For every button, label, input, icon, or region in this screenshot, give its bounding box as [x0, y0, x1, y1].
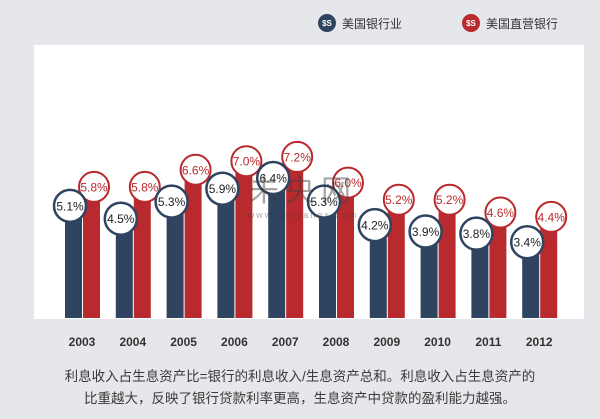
bar-banking-industry-2011 [471, 236, 489, 318]
label-bubble-banking-industry-2007 [255, 160, 291, 196]
bar-direct-banks-2005 [184, 176, 202, 318]
bar-direct-banks-2009 [387, 206, 405, 318]
bar-banking-industry-2009 [369, 228, 387, 318]
data-label-banking-industry-2004: 4.5% [107, 212, 135, 226]
bar-banking-industry-2003 [65, 208, 82, 318]
label-bubble-banking-industry-2004 [103, 201, 139, 236]
data-label-direct-banks-2003: 5.8% [80, 180, 108, 194]
data-label-direct-banks-2007: 7.2% [284, 150, 312, 164]
label-bubble-direct-banks-2008 [332, 166, 364, 199]
bar-banking-industry-2007 [268, 181, 286, 318]
x-tick-label-2010: 2010 [424, 335, 451, 349]
label-bubble-direct-banks-2004 [128, 170, 161, 203]
bar-banking-industry-2010 [420, 234, 438, 318]
x-tick-label-2007: 2007 [272, 335, 299, 349]
bar-direct-banks-2003 [83, 193, 100, 318]
label-bubble-direct-banks-2010 [433, 183, 466, 216]
data-label-direct-banks-2012: 4.4% [538, 210, 566, 224]
watermark-url: www.weiyangx.com [247, 210, 359, 220]
x-tick-label-2008: 2008 [323, 335, 350, 349]
label-bubble-banking-industry-2011 [459, 216, 494, 251]
label-bubble-banking-industry-2006 [205, 171, 240, 206]
data-label-direct-banks-2011: 4.6% [487, 206, 515, 220]
data-label-banking-industry-2009: 4.2% [361, 219, 389, 233]
label-bubble-banking-industry-2005 [154, 184, 189, 219]
label-bubble-direct-banks-2003 [78, 170, 110, 203]
data-label-banking-industry-2007: 6.4% [260, 172, 288, 186]
caption-line-2: 比重越大，反映了银行贷款利率更高，生息资产中贷款的盈利能力越强。 [84, 391, 516, 406]
label-bubble-direct-banks-2006 [230, 145, 263, 178]
bar-banking-industry-2004 [115, 221, 133, 318]
x-tick-label-2006: 2006 [221, 335, 248, 349]
label-bubble-direct-banks-2011 [484, 196, 517, 229]
label-bubble-direct-banks-2007 [281, 140, 314, 173]
data-label-banking-industry-2003: 5.1% [56, 199, 84, 213]
legend-label-banking-industry: 美国银行业 [342, 16, 403, 31]
label-bubble-direct-banks-2005 [179, 153, 212, 186]
x-tick-label-2005: 2005 [170, 335, 197, 349]
data-label-direct-banks-2004: 5.8% [131, 180, 159, 194]
bar-direct-banks-2006 [235, 168, 253, 318]
legend-item-banking-industry: $S 美国银行业 [318, 12, 402, 34]
bar-direct-banks-2008 [337, 189, 354, 318]
bank-logo-icon: $S [462, 14, 480, 32]
bar-banking-industry-2006 [217, 191, 235, 318]
data-label-direct-banks-2005: 6.6% [182, 163, 210, 177]
bar-banking-industry-2005 [166, 204, 184, 318]
watermark-text: 未央网 [249, 174, 357, 209]
x-tick-label-2004: 2004 [119, 335, 146, 349]
label-bubble-banking-industry-2009 [357, 207, 393, 243]
data-label-banking-industry-2010: 3.9% [412, 225, 440, 239]
data-label-direct-banks-2010: 5.2% [436, 193, 464, 207]
data-label-banking-industry-2005: 5.3% [158, 195, 186, 209]
bar-banking-industry-2008 [319, 204, 336, 318]
data-label-banking-industry-2012: 3.4% [514, 236, 542, 250]
x-tick-label-2012: 2012 [526, 335, 553, 349]
data-label-banking-industry-2011: 3.8% [463, 227, 491, 241]
bar-chart: 5.8% 5.1% 2003 5.8% 4.5% 2004 6.6% 5.3% 2005 7.0%… [52, 140, 568, 349]
label-bubble-banking-industry-2010 [408, 214, 443, 249]
data-label-banking-industry-2006: 5.9% [209, 182, 237, 196]
caption-line-1: 利息收入占生息资产比=银行的利息收入/生息资产总和。利息收入占生息资产的 [64, 369, 536, 384]
watermark: 未央网 www.weiyangx.com [213, 166, 393, 220]
caption: 利息收入占生息资产比=银行的利息收入/生息资产总和。利息收入占生息资产的 比重越… [0, 366, 600, 410]
x-tick-label-2011: 2011 [475, 335, 501, 349]
label-bubble-direct-banks-2012 [535, 200, 568, 233]
x-tick-label-2009: 2009 [373, 335, 400, 349]
bar-direct-banks-2004 [133, 193, 151, 318]
label-bubble-direct-banks-2009 [382, 183, 415, 216]
bar-banking-industry-2012 [522, 245, 540, 318]
legend-label-direct-banks: 美国直营银行 [486, 16, 559, 31]
data-label-direct-banks-2009: 5.2% [385, 193, 413, 207]
bar-direct-banks-2010 [438, 206, 456, 318]
legend-item-direct-banks: $S 美国直营银行 [462, 12, 558, 34]
data-label-direct-banks-2008: 6.0% [334, 176, 362, 190]
bank-logo-icon: $S [318, 14, 336, 32]
x-tick-label-2003: 2003 [69, 335, 96, 349]
label-bubble-banking-industry-2008 [306, 184, 342, 219]
data-label-direct-banks-2006: 7.0% [233, 155, 261, 169]
bar-direct-banks-2012 [540, 223, 558, 318]
label-bubble-banking-industry-2012 [509, 224, 545, 260]
data-label-banking-industry-2008: 5.3% [310, 195, 338, 209]
label-bubble-banking-industry-2003 [52, 188, 88, 224]
bar-direct-banks-2011 [489, 219, 507, 318]
bar-direct-banks-2007 [286, 163, 304, 318]
